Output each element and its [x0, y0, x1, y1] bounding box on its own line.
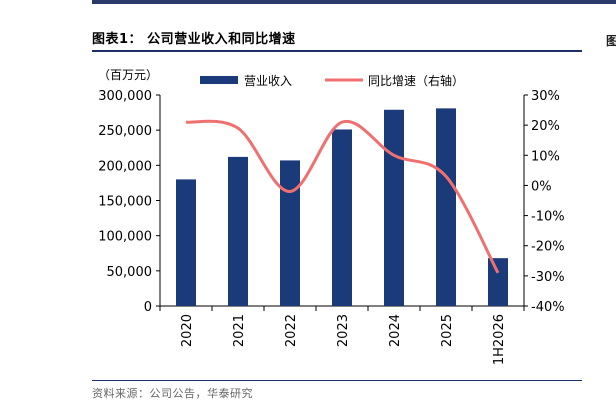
right-tick-label: -40%: [531, 300, 565, 315]
x-tick-label: 2021: [232, 314, 247, 347]
right-tick-label: -20%: [531, 240, 565, 255]
header-band: [92, 0, 616, 4]
left-tick-label: 50,000: [107, 265, 153, 280]
left-tick-label: 0: [144, 300, 152, 315]
revenue-bar: [176, 179, 196, 306]
right-tick-label: 10%: [531, 149, 560, 164]
next-figure-label: 图: [606, 34, 616, 48]
legend-bar-swatch: [200, 76, 238, 84]
source-rule: [92, 380, 582, 381]
legend-line-label: 同比增速（右轴）: [368, 73, 464, 88]
x-tick-label: 2022: [284, 314, 299, 347]
x-tick-label: 2020: [180, 314, 195, 347]
left-tick-label: 200,000: [98, 159, 152, 174]
title-rule: [92, 50, 582, 52]
revenue-bar: [384, 109, 404, 307]
legend-bar-label: 营业收入: [244, 74, 292, 88]
right-tick-label: 30%: [531, 89, 560, 104]
right-tick-label: 0%: [531, 179, 552, 194]
right-tick-label: -30%: [531, 270, 565, 285]
left-tick-label: 150,000: [98, 195, 152, 210]
revenue-bar: [228, 156, 248, 306]
left-tick-label: 300,000: [98, 89, 152, 104]
growth-rate-line: [185, 119, 500, 274]
x-tick-label: 2025: [440, 314, 455, 347]
revenue-bar: [436, 108, 456, 306]
x-tick-label: 1H2026: [492, 314, 507, 365]
figure-title: 图表1： 公司营业收入和同比增速: [92, 32, 296, 47]
x-tick-label: 2024: [388, 314, 403, 347]
revenue-bar: [488, 258, 508, 306]
right-tick-label: 20%: [531, 119, 560, 134]
source-note: 资料来源：公司公告，华泰研究: [92, 387, 253, 400]
x-tick-label: 2023: [336, 314, 351, 347]
revenue-bar: [280, 160, 300, 306]
revenue-bar: [332, 129, 352, 306]
left-tick-label: 100,000: [98, 230, 152, 245]
right-tick-label: -10%: [531, 210, 565, 225]
left-tick-label: 250,000: [98, 124, 152, 139]
left-axis-unit: （百万元）: [98, 68, 158, 82]
